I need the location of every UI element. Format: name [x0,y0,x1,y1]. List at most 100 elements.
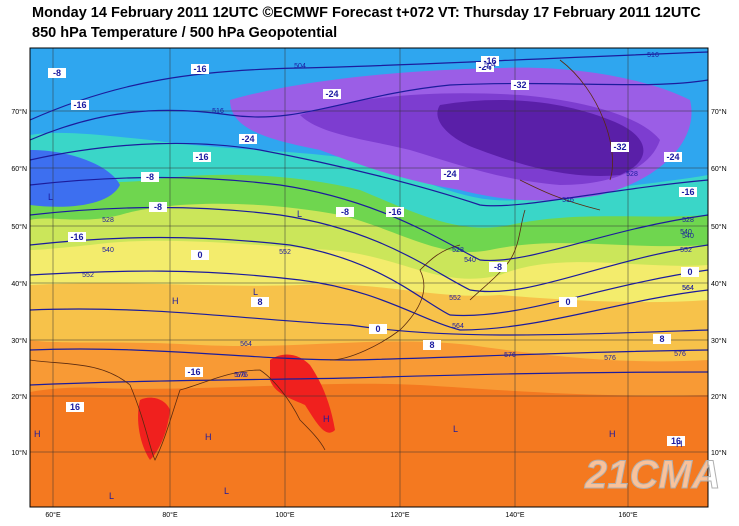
label-box [191,250,209,260]
label-box [149,202,167,212]
label-box [476,62,494,72]
pressure-center: H [323,414,330,424]
latitude-label: 40°N [11,280,27,288]
latitude-label: 10°N [711,449,727,457]
geopotential-label: 528 [682,217,694,224]
longitude-label: 140°E [505,511,524,519]
latitude-label: 10°N [11,449,27,457]
label-box [611,142,629,152]
graticule [30,48,708,507]
temperature-label: 8 [429,340,434,350]
label-box [559,297,577,307]
latitude-label: 60°N [711,165,727,173]
pressure-center: L [48,192,53,202]
label-box [369,324,387,334]
temperature-label: 8 [659,334,664,344]
latitude-label: 70°N [11,108,27,116]
geopotential-label: 564 [452,323,464,330]
latitude-label: 20°N [711,393,727,401]
temperature-label: -16 [388,207,401,217]
geopotential-label: 552 [449,295,461,302]
latitude-label: 50°N [711,223,727,231]
geopotential-label: 576 [604,355,616,362]
temperature-label: -24 [443,169,456,179]
pressure-center: L [297,209,302,219]
geopotential-label: 552 [82,272,94,279]
pressure-center: H [609,429,616,439]
geopotential-label: 516 [212,108,224,115]
geopotential-label: 540 [680,229,692,236]
temperature-label: 0 [565,297,570,307]
temperature-label: 16 [671,436,681,446]
pressure-center: L [109,491,114,501]
temperature-label: -8 [146,172,154,182]
geopotential-label: 528 [102,217,114,224]
label-box [441,169,459,179]
pressure-center: H [205,432,212,442]
geopotential-label: 504 [294,63,306,70]
label-box [667,436,685,446]
label-box [251,297,269,307]
temperature-label: 0 [687,267,692,277]
temperature-label: -8 [53,68,61,78]
geopotential-label: 516 [562,197,574,204]
latitude-label: 60°N [11,165,27,173]
label-box [386,207,404,217]
label-box [68,232,86,242]
temperature-label: -32 [613,142,626,152]
latitude-label: 50°N [11,223,27,231]
label-box [423,340,441,350]
latitude-label: 70°N [711,108,727,116]
temperature-label: -24 [241,134,254,144]
pressure-center: L [453,424,458,434]
temperature-label: -16 [195,152,208,162]
watermark: 21CMA [584,453,721,497]
label-box [679,187,697,197]
temperature-label: 16 [70,402,80,412]
temperature-label: -16 [187,367,200,377]
geopotential-label: 576 [504,352,516,359]
label-box [664,152,682,162]
longitude-label: 120°E [390,511,409,519]
temperature-label: -8 [154,202,162,212]
temperature-label: -24 [666,152,679,162]
label-box [481,56,499,66]
pressure-center: L [224,486,229,496]
label-box [336,207,354,217]
temperature-label: 0 [197,250,202,260]
temperature-label: -32 [513,80,526,90]
geopotential-label: 528 [626,171,638,178]
label-box [323,89,341,99]
temperature-label: -16 [70,232,83,242]
geopotential-label: 576 [236,372,248,379]
temperature-label: 0 [375,324,380,334]
geopotential-label: 576 [234,372,246,379]
geopotential-label: 552 [279,249,291,256]
label-box [193,152,211,162]
pressure-center: H [172,296,179,306]
temperature-label: 8 [257,297,262,307]
temperature-label: -16 [681,187,694,197]
temperature-label: -16 [193,64,206,74]
latitude-label: 20°N [11,393,27,401]
geopotential-label: 540 [464,257,476,264]
geopotential-label: 504 [484,62,496,69]
temperature-label: -16 [73,100,86,110]
label-box [66,402,84,412]
geopotential-label: 576 [674,351,686,358]
label-box [71,100,89,110]
label-box [185,367,203,377]
label-box [681,267,699,277]
title: Monday 14 February 2011 12UTC ©ECMWF For… [32,5,701,21]
temperature-label: -24 [478,62,491,72]
label-box [511,80,529,90]
longitude-label: 80°E [162,511,178,519]
latitude-label: 30°N [711,337,727,345]
temperature-field [30,48,708,507]
temperature-label: -24 [325,89,338,99]
geopotential-label: 540 [102,247,114,254]
latitude-label: 30°N [11,337,27,345]
geopotential-label: 564 [682,285,694,292]
